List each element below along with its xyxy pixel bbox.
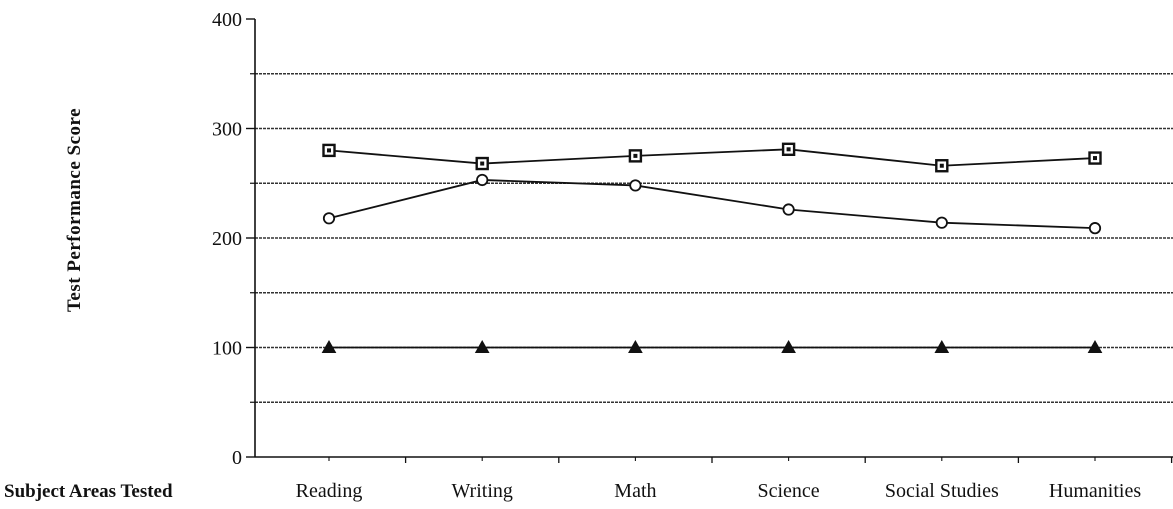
series-line-circle xyxy=(328,179,1096,230)
y-tick-label-100: 100 xyxy=(212,338,242,360)
point-circle-1 xyxy=(476,173,489,187)
point-circle-3 xyxy=(782,203,795,216)
y-tick-label-300: 300 xyxy=(212,119,242,141)
x-tick-label-reading: Reading xyxy=(296,480,363,502)
series-square xyxy=(322,142,1102,173)
y-tick-label-400: 400 xyxy=(212,9,242,31)
point-square-0-core xyxy=(327,148,331,153)
grid-layer xyxy=(255,72,1173,404)
point-triangle-2 xyxy=(628,339,643,353)
x-tick-label-math: Math xyxy=(614,480,656,502)
point-triangle-3 xyxy=(781,339,796,353)
y-tick-label-200: 200 xyxy=(212,228,242,250)
point-circle-0 xyxy=(322,212,336,225)
series-circle xyxy=(322,173,1102,235)
point-circle-2 xyxy=(629,179,642,192)
point-triangle-0 xyxy=(321,339,337,353)
point-square-1-core xyxy=(480,161,485,166)
point-triangle-5 xyxy=(1087,339,1103,353)
series-layer xyxy=(321,142,1103,353)
series-triangle xyxy=(321,339,1103,353)
y-tick-label-0: 0 xyxy=(232,447,242,469)
point-triangle-4 xyxy=(934,339,950,353)
y-axis-title: Test Performance Score xyxy=(64,108,85,312)
x-axis-title: Subject Areas Tested xyxy=(4,481,173,502)
x-tick-label-writing: Writing xyxy=(451,480,512,502)
x-tick-label-humanities: Humanities xyxy=(1049,480,1141,502)
x-tick-label-social-studies: Social Studies xyxy=(885,480,999,502)
axis-layer xyxy=(246,18,1173,463)
point-square-4-core xyxy=(939,163,944,168)
point-square-5-core xyxy=(1093,156,1097,161)
x-tick-label-science: Science xyxy=(758,480,820,502)
series-line-square xyxy=(328,148,1096,167)
point-circle-5 xyxy=(1088,222,1102,235)
label-layer: Test Performance Score Subject Areas Tes… xyxy=(4,9,1141,502)
point-circle-4 xyxy=(935,216,948,229)
point-square-3-core xyxy=(786,147,791,152)
point-square-2-core xyxy=(633,153,638,158)
point-triangle-1 xyxy=(474,339,490,353)
